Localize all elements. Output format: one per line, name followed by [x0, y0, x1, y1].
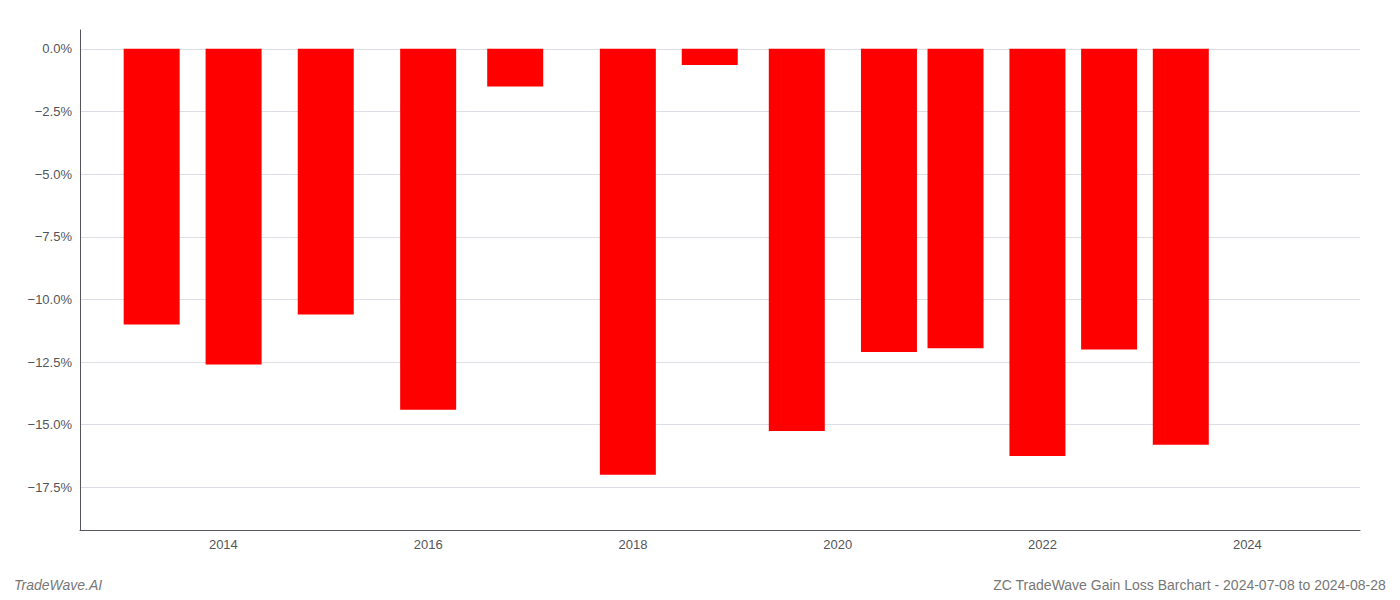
svg-text:2024: 2024	[1233, 537, 1262, 552]
svg-text:2018: 2018	[618, 537, 647, 552]
svg-text:−10.0%: −10.0%	[28, 292, 73, 307]
svg-text:−5.0%: −5.0%	[35, 167, 73, 182]
svg-text:TradeWave.AI: TradeWave.AI	[14, 577, 102, 593]
svg-text:−7.5%: −7.5%	[35, 229, 73, 244]
svg-text:0.0%: 0.0%	[42, 41, 72, 56]
svg-text:2020: 2020	[823, 537, 852, 552]
svg-text:−2.5%: −2.5%	[35, 104, 73, 119]
svg-text:ZC TradeWave Gain Loss Barchar: ZC TradeWave Gain Loss Barchart - 2024-0…	[993, 577, 1386, 593]
svg-text:2022: 2022	[1028, 537, 1057, 552]
svg-text:−15.0%: −15.0%	[28, 417, 73, 432]
svg-text:2014: 2014	[209, 537, 238, 552]
svg-text:−17.5%: −17.5%	[28, 480, 73, 495]
svg-text:−12.5%: −12.5%	[28, 355, 73, 370]
svg-text:2016: 2016	[414, 537, 443, 552]
